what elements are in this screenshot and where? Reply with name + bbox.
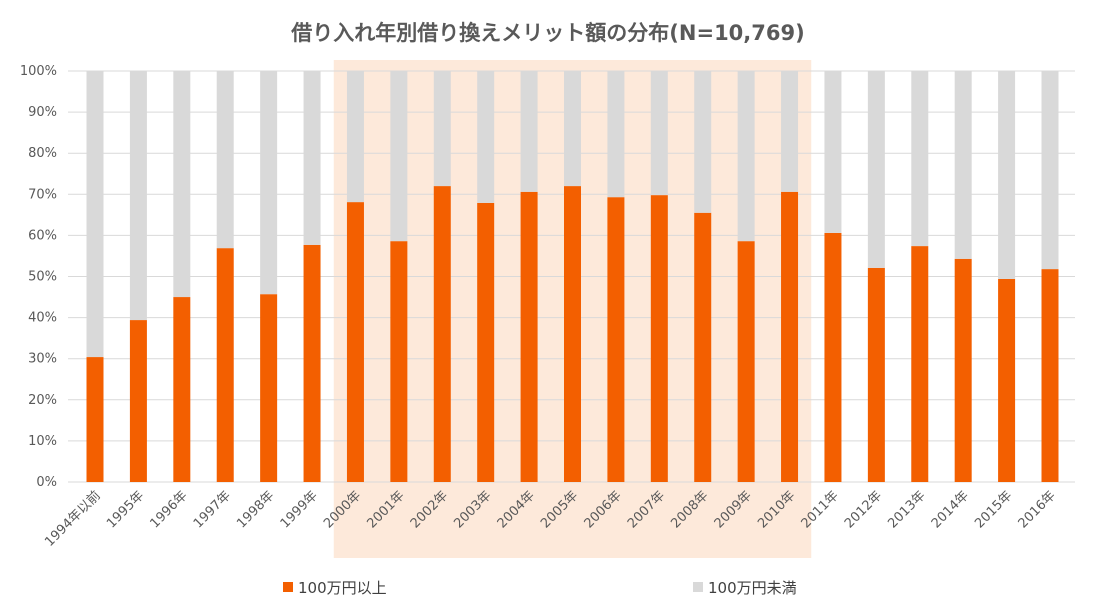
legend-label: 100万円未満: [708, 579, 797, 597]
y-tick-label: 60%: [28, 228, 57, 243]
bar-segment-100man-ijou: [260, 294, 278, 482]
legend-swatch: [693, 582, 703, 592]
bar-segment-100man-ijou: [129, 320, 147, 482]
bar-segment-100man-miman: [694, 71, 712, 213]
bar-segment-100man-ijou: [346, 202, 364, 482]
bar-segment-100man-miman: [911, 71, 929, 247]
bar-segment-100man-ijou: [737, 241, 755, 482]
y-tick-label: 50%: [28, 270, 57, 285]
y-tick-label: 100%: [20, 64, 57, 79]
bar-segment-100man-ijou: [954, 258, 972, 482]
y-tick-label: 70%: [28, 187, 57, 202]
bar-segment-100man-miman: [954, 71, 972, 259]
x-tick-label: 2015年: [972, 488, 1015, 531]
bar-segment-100man-miman: [346, 71, 364, 203]
x-tick-label: 1999年: [278, 488, 321, 531]
bar-segment-100man-ijou: [477, 202, 495, 482]
bar-segment-100man-miman: [129, 71, 147, 321]
bar-segment-100man-miman: [520, 71, 538, 192]
bar-segment-100man-ijou: [650, 195, 668, 482]
bar-segment-100man-miman: [260, 71, 278, 295]
bar-segment-100man-miman: [824, 71, 842, 233]
bar-segment-100man-ijou: [173, 297, 191, 482]
x-tick-label: 2012年: [842, 488, 885, 531]
bar-segment-100man-ijou: [867, 267, 885, 482]
bar-segment-100man-miman: [303, 71, 321, 245]
bar-segment-100man-miman: [737, 71, 755, 242]
legend-swatch: [283, 582, 293, 592]
chart-title: 借り入れ年別借り換えメリット額の分布(N=10,769): [290, 21, 804, 45]
x-tick-label: 1994年以前: [42, 488, 104, 550]
bar-segment-100man-miman: [867, 71, 885, 268]
y-tick-label: 20%: [28, 393, 57, 408]
bar-segment-100man-ijou: [433, 186, 451, 482]
bar-segment-100man-ijou: [1041, 269, 1059, 482]
bar-segment-100man-miman: [1041, 71, 1059, 270]
bar-segment-100man-ijou: [911, 246, 929, 482]
x-tick-label: 1995年: [104, 488, 147, 531]
bar-segment-100man-ijou: [520, 191, 538, 483]
bar-segment-100man-miman: [173, 71, 191, 298]
bar-segment-100man-ijou: [564, 186, 581, 482]
bar-segment-100man-ijou: [390, 241, 408, 482]
bar-segment-100man-miman: [998, 71, 1016, 279]
bar-segment-100man-miman: [477, 71, 495, 203]
bar-segment-100man-ijou: [607, 197, 625, 482]
bar-segment-100man-miman: [607, 71, 625, 198]
x-tick-label: 2016年: [1016, 488, 1059, 531]
x-tick-label: 1996年: [147, 488, 190, 531]
legend-label: 100万円以上: [298, 579, 387, 597]
x-tick-label: 2013年: [885, 488, 928, 531]
bar-segment-100man-ijou: [781, 191, 799, 483]
y-tick-label: 30%: [28, 352, 57, 367]
bar-segment-100man-ijou: [86, 357, 104, 482]
y-tick-label: 80%: [28, 146, 57, 161]
bar-segment-100man-miman: [781, 71, 799, 192]
x-tick-label: 1998年: [234, 488, 277, 531]
bar-segment-100man-miman: [86, 71, 104, 358]
bar-segment-100man-ijou: [998, 278, 1016, 482]
bar-segment-100man-miman: [650, 71, 668, 196]
y-tick-label: 40%: [28, 311, 57, 326]
y-tick-label: 0%: [36, 475, 57, 490]
x-tick-label: 1997年: [191, 488, 234, 531]
bar-segment-100man-miman: [564, 71, 581, 187]
bar-segment-100man-ijou: [216, 248, 234, 482]
y-tick-label: 90%: [28, 105, 57, 120]
bar-segment-100man-miman: [433, 71, 451, 187]
bar-segment-100man-ijou: [694, 212, 712, 483]
bar-segment-100man-miman: [390, 71, 408, 242]
bar-segment-100man-ijou: [824, 232, 842, 482]
y-tick-label: 10%: [28, 434, 57, 449]
x-tick-label: 2014年: [929, 488, 972, 531]
bar-segment-100man-ijou: [303, 244, 321, 482]
bar-segment-100man-miman: [216, 71, 234, 249]
